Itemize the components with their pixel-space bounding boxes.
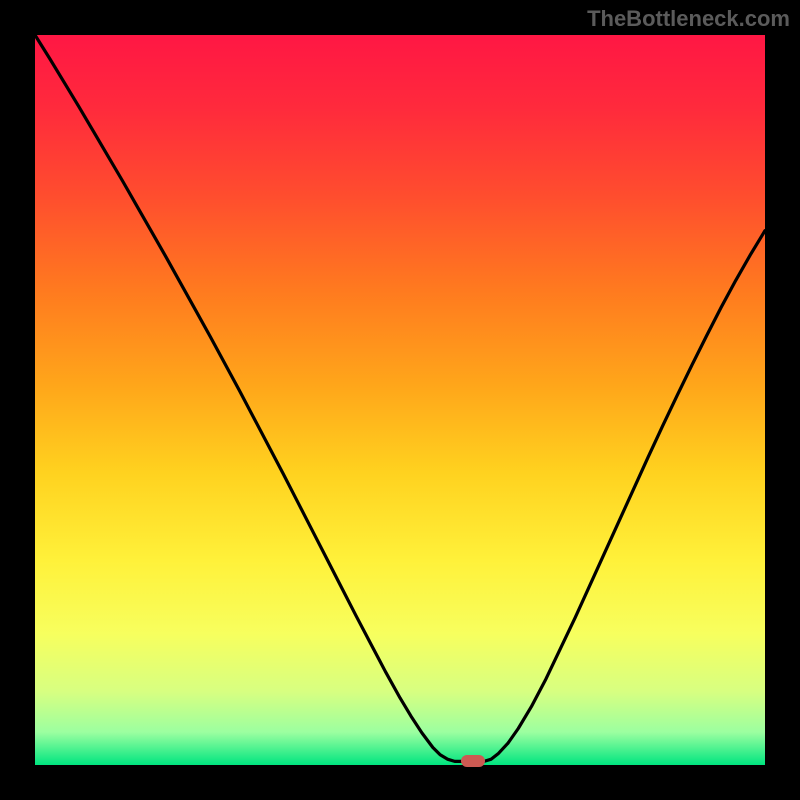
minimum-marker — [461, 755, 485, 767]
plot-area — [35, 35, 765, 765]
chart-frame: TheBottleneck.com — [0, 0, 800, 800]
watermark-text: TheBottleneck.com — [587, 6, 790, 32]
gradient-background — [35, 35, 765, 765]
bottleneck-curve — [35, 35, 765, 765]
